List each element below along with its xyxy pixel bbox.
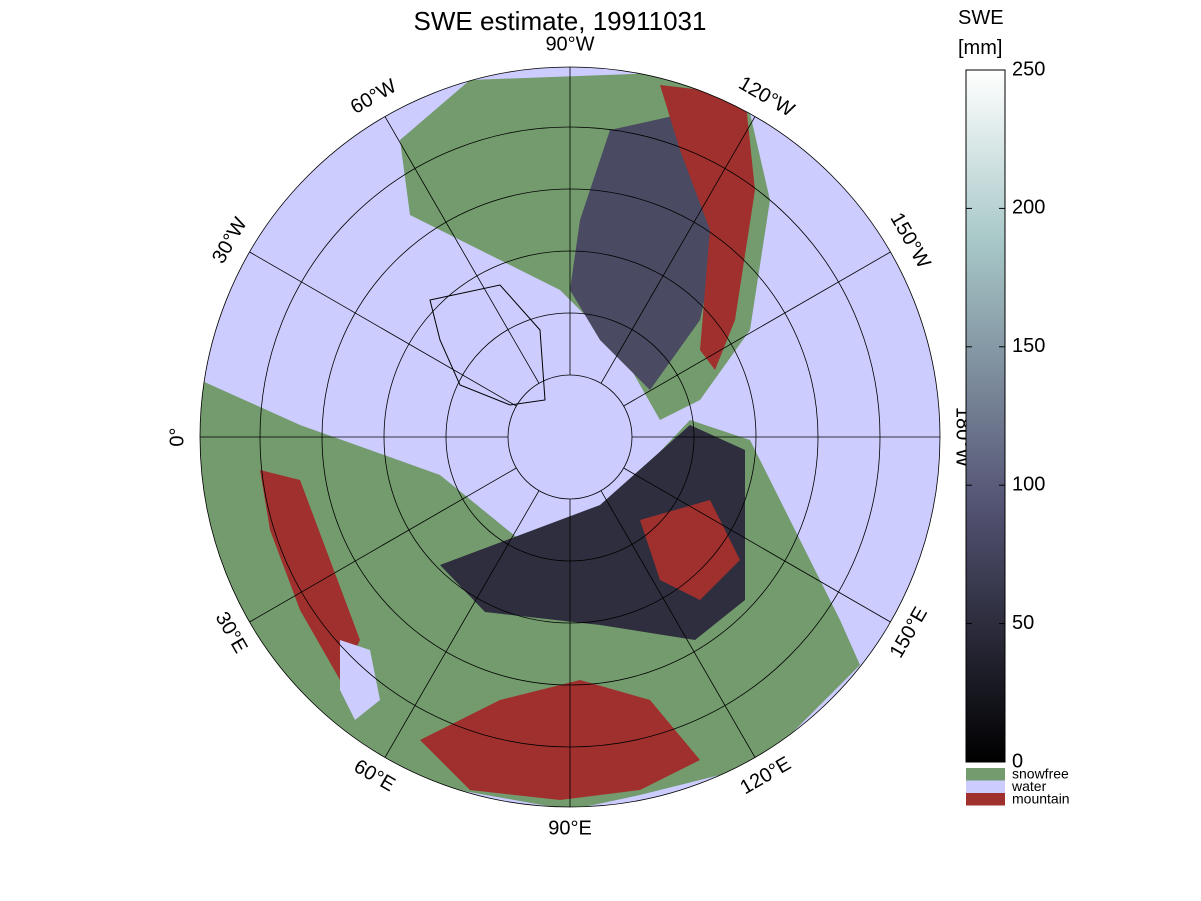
colorbar-tick-label: 150 [1012,335,1045,357]
longitude-label: 0° [166,427,188,446]
legend-label: water [1011,778,1047,794]
meridian [249,467,517,623]
meridian [249,251,517,407]
colorbar-unit: [mm] [958,37,1002,59]
colorbar-tick-label: 0 [1012,750,1023,772]
legend-swatch [966,793,1005,806]
mountains-europe [260,470,360,680]
legend-swatch [966,780,1005,793]
na-mountains [660,85,755,370]
meridian [623,251,891,407]
meridian [600,490,756,758]
colorbar-tick-label: 100 [1012,473,1045,495]
meridian [623,467,891,623]
legend-label: mountain [1012,791,1070,807]
longitude-label: 60°E [350,755,399,796]
caspian [340,640,380,720]
longitude-label: 90°W [545,33,594,55]
colorbar-title: SWE [958,7,1004,29]
meridian [600,116,756,384]
greenland [429,284,546,406]
longitude-label: 30°E [211,608,252,657]
colorbar-tick-label: 200 [1012,197,1045,219]
map-disk [200,67,940,807]
colorbar-ramp [965,69,1006,763]
mountains-east [640,500,740,600]
colorbar-tick-label: 50 [1012,612,1034,634]
title: SWE estimate, 19911031 [414,6,707,36]
colorbar-tick-label: 250 [1012,58,1045,80]
legend-swatch [966,768,1005,781]
meridian [384,116,540,384]
legend-label: snowfree [1012,766,1069,782]
meridian [384,490,540,758]
colorbar: SWE [mm] 0 50 100 150 200 250 snowfreewatermou… [958,7,1070,807]
eurasia-snow [440,425,745,640]
na-snow [570,110,720,390]
longitude-label: 90°E [548,817,592,839]
mountains-asia [420,680,700,800]
